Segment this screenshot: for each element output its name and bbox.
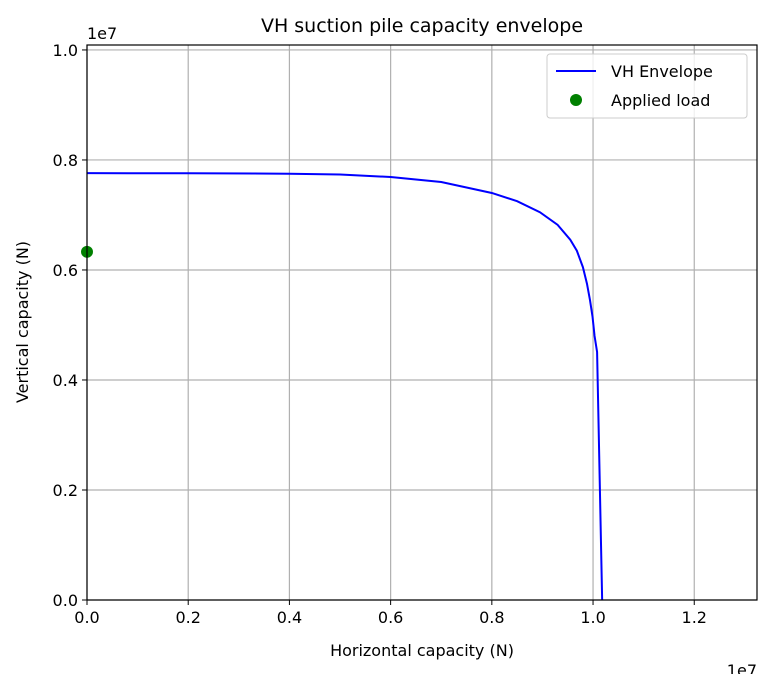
x-tick-label: 1.2	[682, 608, 707, 627]
legend-label-vh-envelope: VH Envelope	[611, 62, 713, 81]
ticks: 0.0 0.2 0.4 0.6 0.8 1.0 1.2 0.0 0.2 0.4 0.6 0.8 1.0	[53, 41, 707, 627]
x-tick-label: 1.0	[580, 608, 605, 627]
y-tick-label: 0.4	[53, 371, 78, 390]
x-tick-label: 0.0	[74, 608, 99, 627]
y-tick-label: 0.8	[53, 151, 78, 170]
x-tick-label: 0.8	[479, 608, 504, 627]
grid	[86, 45, 757, 601]
x-tick-label: 0.4	[277, 608, 302, 627]
chart-title: VH suction pile capacity envelope	[261, 15, 583, 37]
x-tick-label: 0.6	[378, 608, 403, 627]
legend: VH Envelope Applied load	[546, 53, 748, 119]
legend-marker-applied-load	[570, 94, 582, 106]
y-tick-label: 0.0	[53, 591, 78, 610]
y-tick-label: 1.0	[53, 41, 78, 60]
y-axis-label: Vertical capacity (N)	[13, 241, 32, 403]
y-tick-label: 0.2	[53, 481, 78, 500]
axes-frame	[86, 44, 758, 601]
x-axis-label: Horizontal capacity (N)	[330, 641, 514, 660]
y-tick-label: 0.6	[53, 261, 78, 280]
series-line-vh-envelope	[86, 172, 604, 601]
x-tick-label: 0.2	[175, 608, 200, 627]
legend-box	[546, 53, 748, 119]
x-offset-label: 1e7	[727, 661, 757, 674]
y-offset-label: 1e7	[87, 24, 117, 43]
legend-label-applied-load: Applied load	[611, 91, 710, 110]
plot-area	[81, 172, 604, 601]
